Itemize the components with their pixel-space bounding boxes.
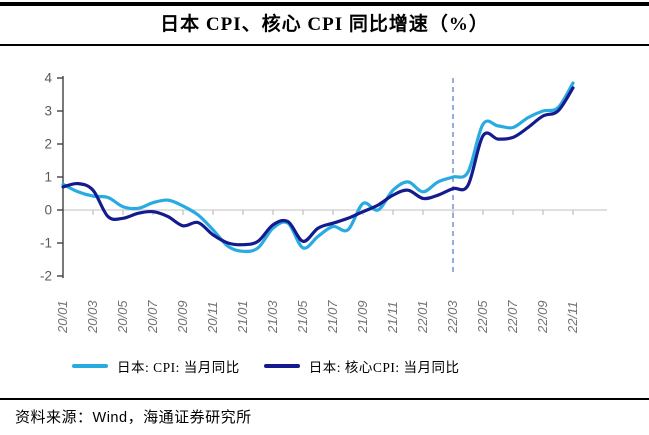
source-prefix: 资料来源： [15, 410, 93, 426]
y-axis-label: 3 [44, 104, 52, 119]
x-axis-label: 20/11 [205, 301, 220, 334]
legend-item-core-cpi: 日本: 核心CPI: 当月同比 [263, 356, 460, 376]
cpi-line-swatch-icon [72, 364, 108, 368]
top-border-rule [0, 2, 649, 6]
y-axis-label: 4 [44, 71, 52, 86]
x-axis-label: 20/09 [175, 300, 190, 334]
y-axis-label: 2 [44, 137, 52, 152]
x-axis-label: 21/07 [325, 300, 340, 334]
x-axis-label: 21/05 [295, 300, 310, 334]
legend-label-cpi: 日本: CPI: 当月同比 [117, 360, 240, 375]
y-axis-label: -1 [40, 236, 52, 251]
core-cpi-line-swatch-icon [263, 364, 300, 368]
source-note: 资料来源：Wind，海通证券研究所 [0, 398, 649, 427]
x-axis-label: 20/05 [115, 300, 130, 334]
x-axis-label: 22/03 [445, 300, 460, 334]
y-axis-label: 1 [44, 170, 52, 185]
x-axis-label: 21/11 [385, 301, 400, 334]
y-axis-label: 0 [44, 203, 52, 218]
x-axis-label: 21/01 [235, 300, 250, 334]
x-axis-label: 20/01 [55, 300, 70, 334]
source-suffix: ，海通证券研究所 [127, 410, 252, 426]
x-axis-label: 20/07 [145, 300, 160, 334]
x-axis-label: 22/07 [505, 300, 520, 334]
x-axis-label: 22/05 [475, 300, 490, 334]
series-line-cpi [61, 81, 575, 254]
legend-item-cpi: 日本: CPI: 当月同比 [72, 356, 240, 376]
series-line-core-cpi [61, 86, 575, 247]
x-axis-label: 22/01 [415, 300, 430, 334]
source-brand: Wind [92, 410, 128, 426]
page-title: 日本 CPI、核心 CPI 同比增速（%） [160, 14, 489, 35]
legend-label-core-cpi: 日本: 核心CPI: 当月同比 [308, 360, 460, 375]
chart-legend: 日本: CPI: 当月同比 日本: 核心CPI: 当月同比 [0, 355, 649, 377]
y-axis-label: -2 [40, 269, 52, 284]
x-axis-label: 21/03 [265, 300, 280, 334]
title-underline-rule [0, 44, 649, 46]
x-axis-label: 22/11 [565, 301, 580, 334]
x-axis-label: 20/03 [85, 300, 100, 334]
x-axis-label: 22/09 [535, 300, 550, 334]
x-axis-label: 21/09 [355, 300, 370, 334]
